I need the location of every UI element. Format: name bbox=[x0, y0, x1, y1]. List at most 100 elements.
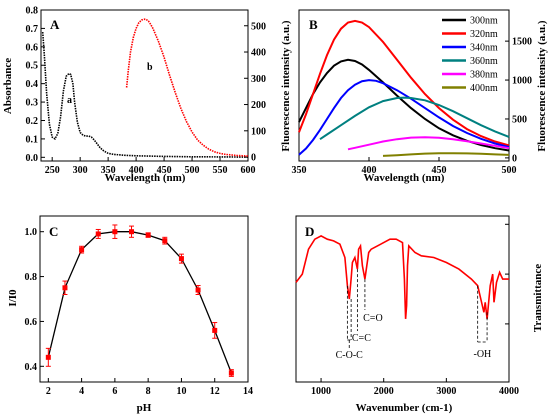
panel-a-x-tick-label: 500 bbox=[185, 165, 200, 176]
panel-c-point bbox=[162, 238, 168, 244]
panel-d-x-tick-label: 1000 bbox=[311, 386, 331, 397]
panel-b-series-340nm-line bbox=[298, 79, 510, 156]
panel-a-y-tick-label: 0.7 bbox=[26, 24, 39, 35]
panel-a-letter: A bbox=[50, 17, 60, 32]
panel-b-y-label: Fluorescence intensity (a.u.) bbox=[536, 20, 548, 152]
panel-a-x-tick-label: 400 bbox=[129, 165, 144, 176]
panel-c-point bbox=[112, 229, 118, 235]
panel-b-series-300nm-line bbox=[298, 58, 510, 152]
panel-c-y-ticks: 0.4 0.6 0.8 1.0 bbox=[25, 227, 44, 373]
panel-a-y-tick-label: 0.5 bbox=[26, 61, 39, 72]
panel-c-line bbox=[47, 231, 233, 374]
legend-label-320nm: 320nm bbox=[470, 29, 498, 40]
panel-c-series bbox=[45, 224, 234, 377]
panel-a-x-tick-label: 600 bbox=[241, 165, 256, 176]
legend-label-360nm: 360nm bbox=[470, 56, 498, 67]
panel-b-y-tick-label: 1000 bbox=[512, 76, 532, 87]
panel-a-series bbox=[41, 18, 249, 158]
panel-b-letter: B bbox=[309, 17, 318, 32]
panel-c-x-ticks: 2 4 6 8 10 12 14 bbox=[46, 378, 253, 397]
panel-b-x-tick-label: 500 bbox=[502, 165, 517, 176]
panel-a-x-tick-label: 350 bbox=[101, 165, 116, 176]
panel-c-x-tick-label: 2 bbox=[46, 386, 51, 397]
panel-c-point bbox=[45, 354, 51, 360]
panel-c-x-tick-label: 6 bbox=[112, 386, 117, 397]
panel-a-y-tick-label: 0.2 bbox=[26, 116, 39, 127]
panel-c-y-tick-label: 0.4 bbox=[25, 362, 38, 373]
panel-d-spectrum-line bbox=[295, 234, 509, 319]
annotation--oh: -OH bbox=[473, 349, 491, 360]
panel-a-y-tick-label: 0.4 bbox=[26, 79, 39, 90]
panel-a-y2-label: Fluorescence intensity (a.u.) bbox=[280, 20, 292, 152]
panel-b-series-320nm-line bbox=[298, 19, 510, 147]
panel-a-y-label: Absorbance bbox=[2, 58, 14, 114]
panel-c-point bbox=[195, 287, 201, 293]
legend-label-400nm: 400nm bbox=[470, 83, 498, 94]
panel-a-x-tick-label: 300 bbox=[73, 165, 88, 176]
panel-d-y-ticks bbox=[505, 223, 509, 325]
panel-d-x-tick-label: 2000 bbox=[374, 386, 394, 397]
panel-a-y-ticks: 0.0 0.1 0.2 0.3 0.4 0.5 0.6 0.7 0.8 bbox=[26, 6, 45, 164]
panel-c-y-tick-label: 1.0 bbox=[25, 227, 38, 238]
panel-b-series-380nm-line bbox=[347, 136, 510, 151]
panel-b-x-tick-label: 350 bbox=[292, 165, 307, 176]
legend-label-380nm: 380nm bbox=[470, 70, 498, 81]
panel-c-x-tick-label: 8 bbox=[146, 386, 151, 397]
panel-c-point bbox=[129, 229, 135, 235]
panel-c-point bbox=[145, 232, 151, 238]
panel-a-y2-tick-label: 100 bbox=[251, 126, 266, 137]
panel-c-point bbox=[228, 370, 234, 376]
panel-d-letter: D bbox=[305, 224, 314, 239]
panel-c-x-tick-label: 4 bbox=[79, 386, 84, 397]
panel-b-x-ticks: 350 400 450 500 bbox=[292, 157, 517, 176]
panel-b-y-tick-label: 0 bbox=[512, 153, 517, 164]
panel-a-x-label: Wavelength (nm) bbox=[105, 172, 186, 184]
panel-d: D 1000 2000 3000 4000 C-O-C C=C C=O -OH Wavenu… bbox=[295, 215, 544, 414]
panel-c-point bbox=[212, 327, 218, 333]
panel-d-x-tick-label: 4000 bbox=[499, 386, 519, 397]
panel-c-x-tick-label: 14 bbox=[243, 386, 253, 397]
annotation-c-o: C=O bbox=[363, 313, 383, 324]
panel-a-y2-tick-label: 0 bbox=[251, 153, 256, 164]
legend-label-340nm: 340nm bbox=[470, 43, 498, 54]
panel-a-y2-ticks: 0 100 200 300 400 500 bbox=[244, 21, 266, 164]
panel-b-y-ticks: 0 500 1000 1500 bbox=[505, 37, 532, 164]
panel-b-frame bbox=[298, 9, 510, 162]
panel-d-series bbox=[295, 234, 509, 319]
panel-a-y-tick-label: 0.0 bbox=[26, 153, 39, 164]
panel-c-point bbox=[62, 285, 68, 291]
panel-b-x-tick-label: 450 bbox=[432, 165, 447, 176]
panel-c-point bbox=[79, 247, 85, 253]
series-b-label: b bbox=[147, 62, 153, 73]
panel-c-y-tick-label: 0.8 bbox=[25, 272, 38, 283]
panel-b-series-360nm-line bbox=[319, 96, 510, 141]
panel-b-x-tick-label: 400 bbox=[362, 165, 377, 176]
panel-c-y-tick-label: 0.6 bbox=[25, 317, 38, 328]
panel-a-y-tick-label: 0.8 bbox=[26, 6, 39, 17]
annotation-c-c: C=C bbox=[352, 333, 371, 344]
panel-b-series-400nm-line bbox=[382, 152, 510, 157]
panel-c-letter: C bbox=[49, 224, 58, 239]
panel-c-frame bbox=[39, 215, 249, 383]
panel-d-x-ticks: 1000 2000 3000 4000 bbox=[311, 378, 519, 397]
panel-a-series-b-line bbox=[125, 18, 249, 157]
annotation-c-o-c: C-O-C bbox=[336, 350, 364, 361]
panel-a-x-tick-label: 450 bbox=[157, 165, 172, 176]
panel-a-y-tick-label: 0.1 bbox=[26, 134, 39, 145]
panel-a-y2-tick-label: 500 bbox=[251, 21, 266, 32]
panel-b-y-tick-label: 500 bbox=[512, 114, 527, 125]
panel-d-x-label: Wavenumber (cm-1) bbox=[356, 402, 453, 414]
panel-b-x-label: Wavelength (nm) bbox=[364, 172, 445, 184]
panel-d-frame bbox=[295, 215, 510, 383]
panel-d-annotations: C-O-C C=C C=O -OH bbox=[336, 269, 491, 361]
panel-a-x-tick-label: 250 bbox=[45, 165, 60, 176]
panel-c-point bbox=[95, 231, 101, 237]
series-a-label: a bbox=[67, 95, 72, 106]
legend-label-300nm: 300nm bbox=[470, 16, 498, 27]
panel-a-y2-tick-label: 400 bbox=[251, 48, 266, 59]
panel-c: C 2 4 6 8 10 12 14 0.4 0.6 0.8 1.0 pH I/I0 bbox=[7, 215, 253, 414]
panel-b-legend: 300nm 320nm 340nm 360nm 380nm 400nm bbox=[442, 16, 498, 94]
panel-a-y-tick-label: 0.6 bbox=[26, 42, 39, 53]
panel-a-frame bbox=[40, 9, 249, 162]
